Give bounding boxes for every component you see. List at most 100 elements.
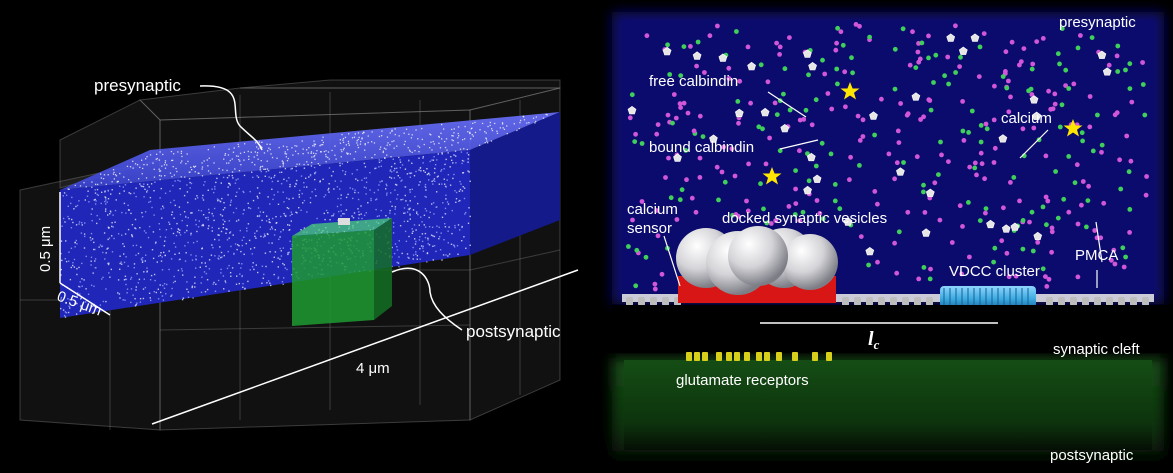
free-calbindin-molecule (1028, 86, 1034, 92)
particle (338, 210, 340, 213)
particle (215, 283, 217, 285)
particle (300, 229, 302, 231)
particle (65, 240, 67, 242)
particle (378, 215, 380, 217)
bound-calbindin-molecule (896, 140, 902, 146)
particle (390, 165, 393, 168)
bound-calbindin-molecule (1092, 228, 1098, 233)
particle (112, 173, 115, 175)
free-calbindin-molecule (919, 40, 925, 46)
particle (106, 201, 108, 203)
particle (416, 211, 418, 213)
particle (267, 233, 269, 236)
particle (180, 162, 182, 164)
particle (125, 283, 127, 286)
particle (394, 128, 396, 130)
particle (260, 170, 262, 173)
free-calbindin-molecule (926, 55, 931, 61)
particle (142, 297, 145, 300)
particle (237, 178, 239, 180)
bound-calbindin-molecule (1031, 125, 1037, 131)
particle (112, 169, 115, 171)
particle (479, 129, 481, 131)
particle (281, 160, 283, 162)
particle (89, 236, 92, 239)
particle (81, 222, 83, 224)
particle (457, 137, 459, 139)
particle (322, 144, 324, 146)
particle (194, 171, 196, 173)
bound-calbindin-molecule (858, 234, 864, 240)
particle (211, 188, 213, 190)
particle (228, 290, 230, 292)
particle (296, 212, 298, 214)
calcium-star (762, 167, 782, 185)
particle (423, 170, 425, 172)
particle (266, 215, 268, 217)
particle (457, 132, 459, 135)
particle (391, 129, 393, 131)
particle (220, 182, 222, 184)
free-calbindin-molecule (1020, 218, 1026, 223)
particle (353, 136, 356, 138)
particle (468, 207, 470, 209)
particle (491, 129, 494, 132)
particle (342, 141, 345, 143)
particle (131, 235, 133, 237)
particle (111, 222, 113, 224)
particle (451, 159, 453, 161)
free-calbindin-molecule (969, 108, 975, 114)
particle (150, 183, 153, 185)
particle (458, 135, 460, 137)
particle (254, 164, 256, 166)
bound-calbindin-molecule (1080, 179, 1086, 184)
particle (272, 217, 274, 220)
left-postsynaptic-label: postsynaptic (466, 322, 561, 341)
particle (327, 151, 330, 153)
particle (107, 238, 109, 241)
particle (396, 171, 398, 173)
particle (181, 270, 183, 272)
particle (231, 171, 234, 173)
bound-calbindin-molecule (1109, 257, 1114, 263)
particle (449, 184, 452, 186)
docked-vesicles-label: docked synaptic vesicles (722, 210, 887, 227)
particle (60, 296, 63, 299)
bound-calbindin-molecule (960, 99, 965, 104)
particle (490, 140, 493, 142)
particle (173, 153, 175, 155)
particle (195, 223, 197, 226)
bound-calbindin-molecule (694, 63, 699, 69)
particle (414, 238, 416, 240)
bound-calbindin-molecule (879, 96, 884, 102)
particle (165, 229, 168, 231)
particle (323, 196, 325, 198)
particle (287, 207, 290, 210)
bound-calbindin-molecule (773, 218, 779, 224)
bound-calbindin-molecule (685, 110, 691, 116)
particle (100, 173, 102, 175)
bound-calbindin-molecule (763, 161, 769, 167)
bound-calbindin-molecule (1004, 250, 1010, 256)
particle (284, 168, 286, 170)
free-calbindin-molecule (983, 206, 989, 212)
particle (201, 256, 203, 258)
particle (126, 292, 128, 294)
particle (431, 203, 433, 205)
particle (239, 152, 242, 154)
particle (386, 136, 389, 138)
bound-calbindin-molecule (916, 59, 922, 65)
bound-calbindin-molecule (714, 164, 720, 170)
free-calbindin-molecule (1142, 112, 1148, 118)
particle (287, 149, 289, 151)
particle (152, 231, 155, 233)
free-calbindin-molecule (1123, 254, 1128, 260)
particle (111, 181, 113, 183)
free-calbindin-molecule (1057, 124, 1063, 130)
bound-calbindin-molecule (918, 117, 923, 122)
particle (168, 221, 170, 223)
particle (235, 207, 238, 210)
particle (111, 225, 113, 228)
particle (453, 154, 456, 156)
bound-calbindin-molecule (777, 52, 782, 57)
